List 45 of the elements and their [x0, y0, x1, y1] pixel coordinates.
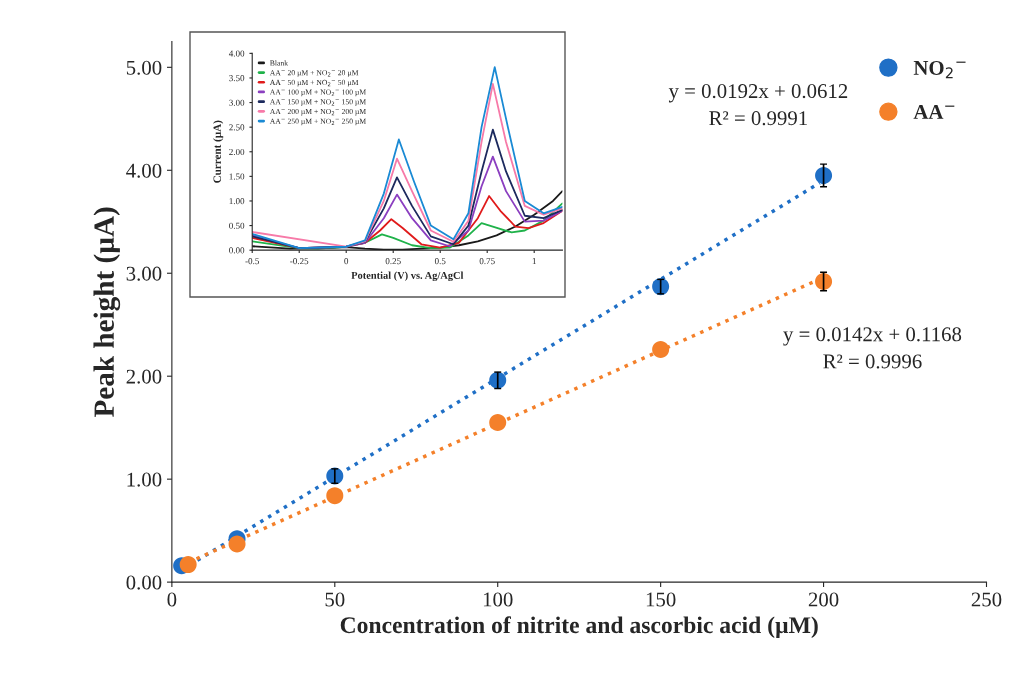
annotation: R² = 0.9996 [823, 354, 922, 369]
y-tick-label: 5.00 [126, 60, 162, 75]
y-axis-title: Current (µA) [213, 120, 224, 183]
legend-label: AA$^{−}$ [913, 104, 955, 119]
y-tick-label: 3.00 [126, 266, 162, 281]
x-tick-label: 0.75 [479, 258, 495, 265]
y-tick-label: 2.50 [229, 124, 245, 131]
x-tick-label: 250 [971, 592, 1002, 607]
y-tick-label: 4.00 [126, 163, 162, 178]
y-tick-label: 1.00 [229, 198, 245, 205]
annotation: y = 0.0142x + 0.1168 [783, 327, 962, 346]
x-axis-title: Concentration of nitrite and ascorbic acid (µM) [340, 616, 818, 638]
y-tick-label: 1.50 [229, 173, 245, 180]
y-axis-title: Peak height (µA) [93, 207, 121, 417]
x-tick-label: 1 [532, 258, 536, 265]
y-tick-label: 3.00 [229, 99, 245, 106]
point [815, 166, 833, 184]
annotation: y = 0.0192x + 0.0612 [668, 84, 848, 103]
x-tick-label: 0 [344, 258, 349, 265]
point [652, 340, 670, 358]
point [326, 487, 344, 505]
y-tick-label: 0.50 [229, 222, 245, 229]
y-tick-label: 0.00 [126, 575, 162, 590]
point [179, 556, 197, 574]
y-tick-label: 2.00 [126, 369, 162, 384]
x-tick-label: 0.5 [434, 258, 446, 265]
x-tick-label: 50 [325, 592, 345, 607]
x-axis-title: Potential (V) vs. Ag/AgCl [351, 271, 464, 282]
y-tick-label: 0.00 [229, 247, 245, 254]
annotation: R² = 0.9991 [709, 111, 807, 126]
y-tick-label: 4.00 [228, 50, 245, 57]
x-tick-label: 0 [167, 592, 177, 607]
legend-label: NO$_{2}$$^{−}$ [913, 60, 966, 79]
x-tick-label: 150 [646, 592, 676, 607]
x-tick-label: 200 [808, 592, 839, 607]
y-tick-label: 3.50 [229, 75, 245, 82]
x-tick-label: -0.5 [245, 258, 260, 265]
y-tick-label: 2.00 [229, 148, 245, 156]
point [228, 535, 246, 553]
point [815, 272, 833, 290]
y-tick-label: 1.00 [127, 472, 162, 487]
point [489, 414, 507, 432]
x-tick-label: 0.25 [385, 258, 401, 265]
x-tick-label: 100 [483, 592, 513, 607]
x-tick-label: -0.25 [290, 258, 309, 265]
